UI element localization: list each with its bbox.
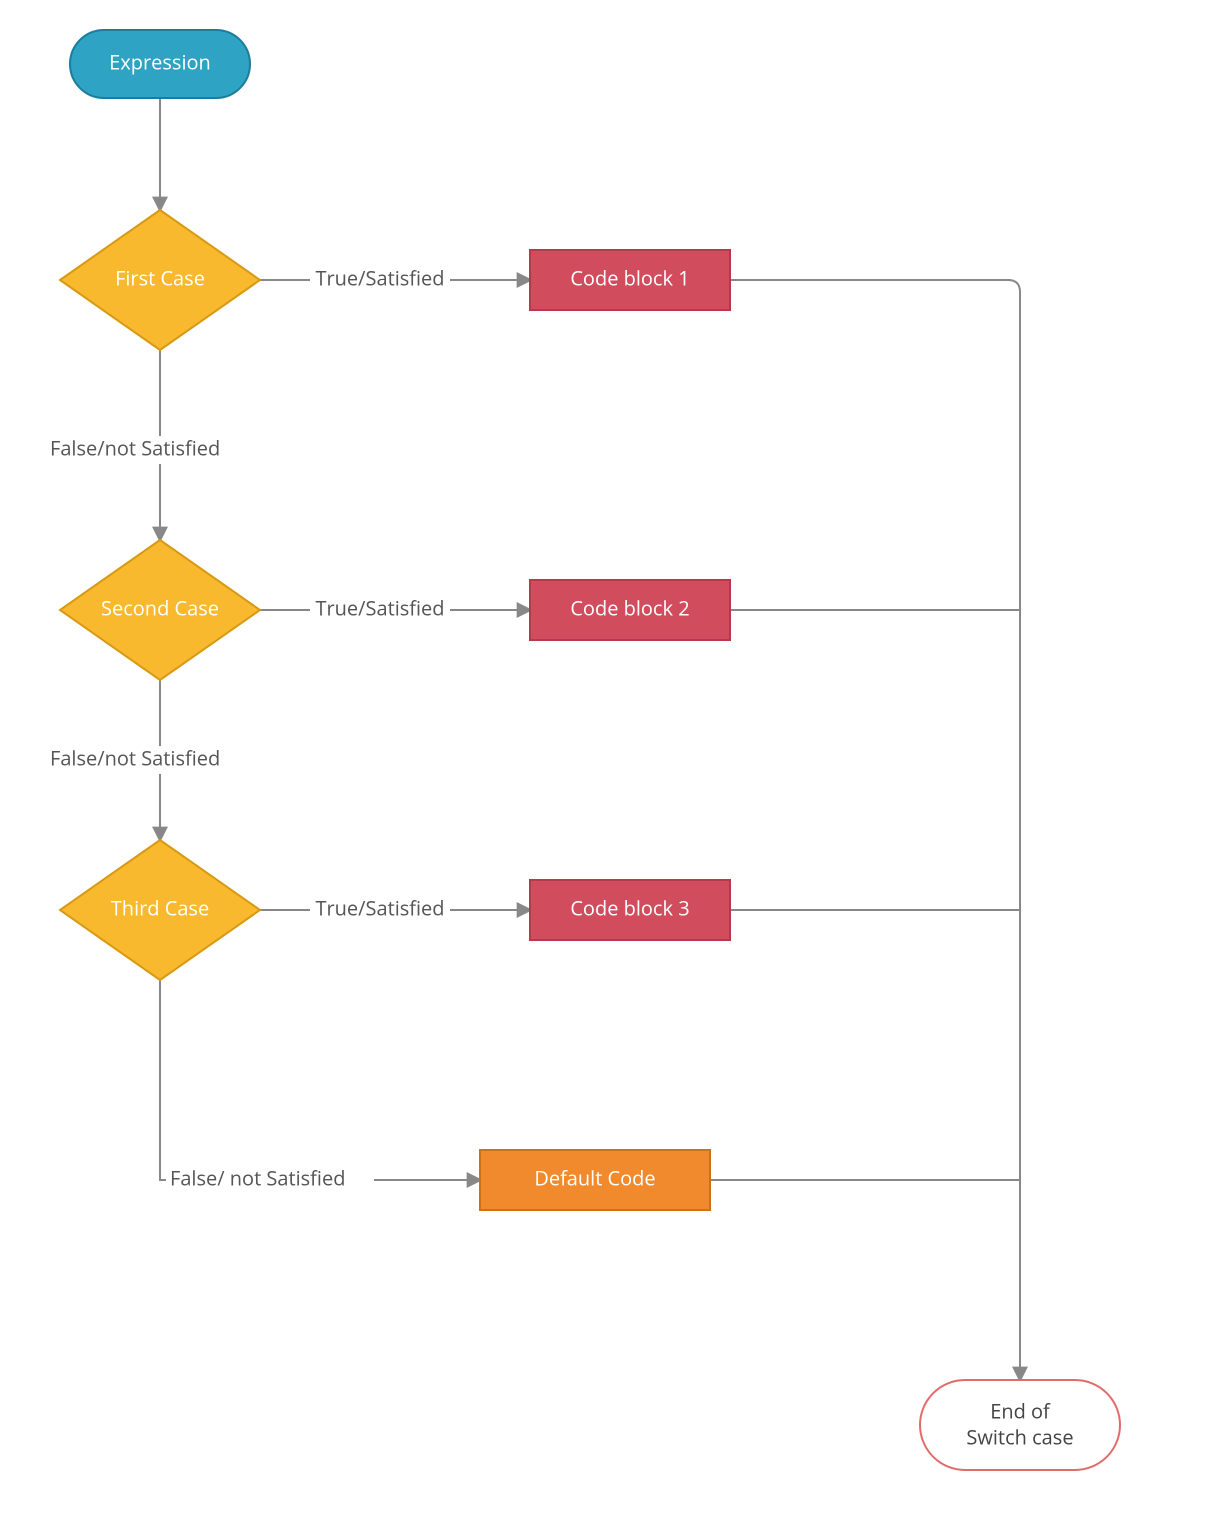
node-case2: Second Case bbox=[60, 540, 260, 680]
node-end-label2: Switch case bbox=[966, 1423, 1073, 1450]
edge-block1-merge bbox=[730, 280, 1020, 1380]
node-end-label1: End of bbox=[990, 1397, 1051, 1424]
node-case2-label: Second Case bbox=[101, 594, 219, 621]
node-start-label: Expression bbox=[109, 48, 211, 75]
edge-case3-default bbox=[160, 980, 480, 1180]
edge-label-5: True/Satisfied bbox=[315, 894, 444, 921]
flowchart-canvas: True/Satisfied False/not Satisfied True/Sa… bbox=[0, 0, 1220, 1534]
node-block1: Code block 1 bbox=[530, 250, 730, 310]
edge-label-2: False/not Satisfied bbox=[50, 434, 220, 461]
node-default-label: Default Code bbox=[534, 1164, 655, 1191]
node-case3-label: Third Case bbox=[111, 894, 209, 921]
node-block1-label: Code block 1 bbox=[570, 264, 689, 291]
node-start: Expression bbox=[70, 30, 250, 98]
node-default: Default Code bbox=[480, 1150, 710, 1210]
node-block2-label: Code block 2 bbox=[570, 594, 689, 621]
node-end: End ofSwitch case bbox=[920, 1380, 1120, 1470]
node-block2: Code block 2 bbox=[530, 580, 730, 640]
edge-label-1: True/Satisfied bbox=[315, 264, 444, 291]
node-case1-label: First Case bbox=[115, 264, 205, 291]
node-case3: Third Case bbox=[60, 840, 260, 980]
node-block3-label: Code block 3 bbox=[570, 894, 689, 921]
edge-label-6: False/ not Satisfied bbox=[170, 1164, 345, 1191]
node-block3: Code block 3 bbox=[530, 880, 730, 940]
edge-label-3: True/Satisfied bbox=[315, 594, 444, 621]
node-case1: First Case bbox=[60, 210, 260, 350]
edge-label-4: False/not Satisfied bbox=[50, 744, 220, 771]
